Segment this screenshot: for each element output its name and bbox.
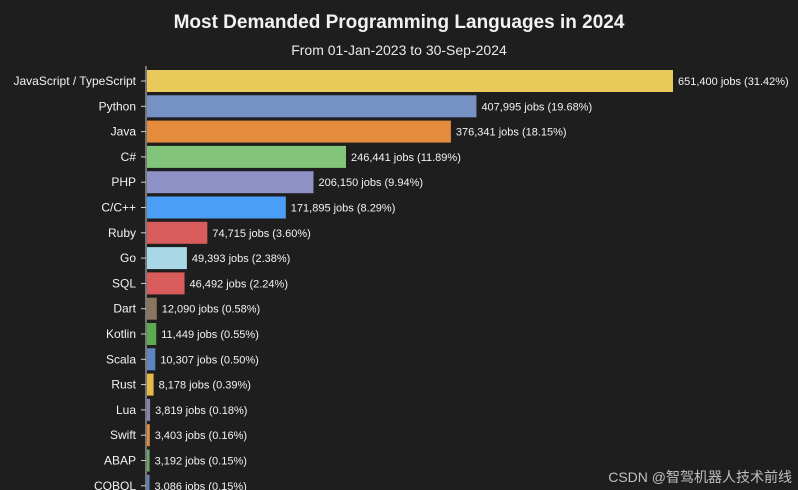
bar[interactable] — [147, 272, 185, 295]
bar[interactable] — [147, 120, 451, 143]
category-label: C# — [121, 150, 137, 164]
category-label: Kotlin — [106, 327, 136, 341]
data-label: 3,819 jobs (0.18%) — [155, 405, 247, 417]
bar[interactable] — [147, 95, 477, 118]
watermark: CSDN @智驾机器人技术前线 — [608, 469, 792, 485]
category-label: Lua — [116, 403, 136, 417]
data-label: 171,895 jobs (8.29%) — [291, 203, 396, 215]
bar[interactable] — [147, 424, 150, 447]
bar[interactable] — [147, 70, 673, 92]
category-label: Scala — [106, 352, 136, 366]
data-label: 3,086 jobs (0.15%) — [154, 481, 246, 490]
bar[interactable] — [147, 348, 156, 371]
data-label: 12,090 jobs (0.58%) — [162, 304, 260, 316]
bar[interactable] — [147, 449, 150, 472]
data-label: 10,307 jobs (0.50%) — [160, 354, 258, 366]
data-label: 376,341 jobs (18.15%) — [456, 127, 567, 139]
category-label: Dart — [113, 302, 136, 316]
bar[interactable] — [147, 247, 187, 270]
bar[interactable] — [147, 398, 151, 421]
data-label: 206,150 jobs (9.94%) — [318, 177, 423, 189]
category-label: C/C++ — [101, 201, 136, 215]
chart-title: Most Demanded Programming Languages in 2… — [173, 12, 625, 33]
bar[interactable] — [147, 297, 157, 320]
category-label: COBOL — [94, 479, 136, 490]
category-label: Rust — [111, 378, 136, 392]
category-label: Ruby — [108, 226, 136, 240]
bar[interactable] — [147, 221, 208, 244]
data-label: 49,393 jobs (2.38%) — [192, 253, 290, 265]
data-label: 407,995 jobs (19.68%) — [481, 101, 592, 113]
bar[interactable] — [147, 323, 157, 345]
category-label: Swift — [110, 428, 137, 442]
bar[interactable] — [147, 171, 314, 194]
category-label: ABAP — [104, 454, 136, 468]
data-label: 46,492 jobs (2.24%) — [190, 278, 288, 290]
data-label: 8,178 jobs (0.39%) — [159, 380, 251, 392]
data-label: 3,192 jobs (0.15%) — [155, 456, 247, 468]
data-label: 246,441 jobs (11.89%) — [351, 152, 461, 164]
category-label: PHP — [111, 175, 136, 189]
bar[interactable] — [147, 196, 286, 219]
data-label: 74,715 jobs (3.60%) — [212, 228, 310, 240]
data-label: 651,400 jobs (31.42%) — [678, 76, 789, 88]
data-label: 3,403 jobs (0.16%) — [155, 430, 247, 442]
bar[interactable] — [147, 474, 150, 490]
category-label: JavaScript / TypeScript — [14, 74, 137, 88]
category-label: Go — [120, 251, 136, 265]
bar[interactable] — [147, 145, 346, 168]
category-label: SQL — [112, 276, 136, 290]
chart-subtitle: From 01-Jan-2023 to 30-Sep-2024 — [291, 42, 507, 58]
data-label: 11,449 jobs (0.55%) — [161, 329, 259, 341]
category-label: Python — [99, 99, 136, 113]
category-label: Java — [111, 125, 137, 139]
bar[interactable] — [147, 373, 154, 396]
